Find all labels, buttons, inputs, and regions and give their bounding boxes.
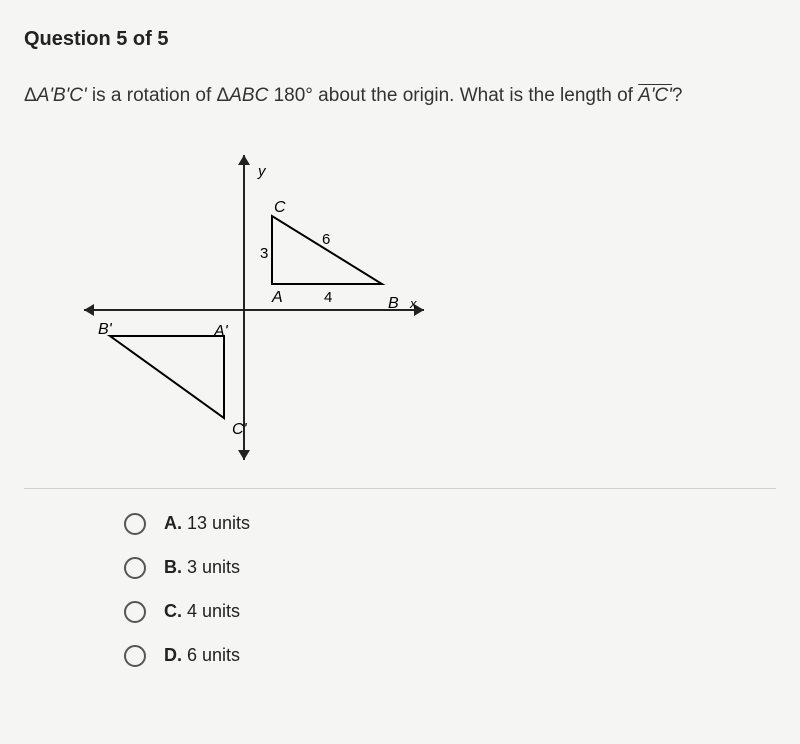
option-b-value: 3 units <box>187 557 240 577</box>
label-y: y <box>257 163 267 180</box>
label-b-prime: B' <box>98 321 113 338</box>
option-d-letter: D. <box>164 645 182 665</box>
triangle-abc <box>272 216 382 284</box>
option-d-text: D. 6 units <box>164 645 240 666</box>
label-x: x <box>409 296 417 311</box>
label-a-prime: A' <box>213 323 229 340</box>
option-a[interactable]: A. 13 units <box>124 513 776 535</box>
label-c-prime: C' <box>232 421 248 438</box>
diagram-container: y x C A B B' A' C' 3 6 4 <box>24 140 776 470</box>
label-4: 4 <box>324 289 332 306</box>
radio-icon <box>124 513 146 535</box>
option-d[interactable]: D. 6 units <box>124 645 776 667</box>
geometry-diagram: y x C A B B' A' C' 3 6 4 <box>74 140 434 470</box>
label-3: 3 <box>260 245 268 262</box>
q-tri1: A'B'C' <box>37 85 87 106</box>
option-b-text: B. 3 units <box>164 557 240 578</box>
option-c-value: 4 units <box>187 601 240 621</box>
question-header: Question 5 of 5 <box>24 28 776 51</box>
option-b[interactable]: B. 3 units <box>124 557 776 579</box>
q-segment-text: A'C' <box>638 85 672 106</box>
q-mid: is a rotation of Δ <box>87 85 230 106</box>
q-prefix: Δ <box>24 85 37 106</box>
option-a-text: A. 13 units <box>164 513 250 534</box>
label-c: C <box>274 199 286 216</box>
radio-icon <box>124 645 146 667</box>
option-c[interactable]: C. 4 units <box>124 601 776 623</box>
option-a-value: 13 units <box>187 513 250 533</box>
option-c-letter: C. <box>164 601 182 621</box>
radio-icon <box>124 557 146 579</box>
option-b-letter: B. <box>164 557 182 577</box>
answer-options: A. 13 units B. 3 units C. 4 units D. 6 u… <box>24 513 776 667</box>
label-6: 6 <box>322 231 330 248</box>
q-tri2: ABC <box>229 85 268 106</box>
triangle-abc-prime <box>110 336 224 418</box>
arrow-left <box>84 304 94 316</box>
label-a: A <box>271 289 283 306</box>
q-segment: A'C' <box>638 85 672 106</box>
option-c-text: C. 4 units <box>164 601 240 622</box>
radio-icon <box>124 601 146 623</box>
q-end: ? <box>672 85 683 106</box>
option-a-letter: A. <box>164 513 182 533</box>
option-d-value: 6 units <box>187 645 240 665</box>
label-b: B <box>388 295 399 312</box>
divider <box>24 488 776 489</box>
question-text: ΔA'B'C' is a rotation of ΔABC 180° about… <box>24 83 776 110</box>
arrow-up <box>238 155 250 165</box>
q-mid2: 180° about the origin. What is the lengt… <box>268 85 638 106</box>
arrow-down <box>238 450 250 460</box>
